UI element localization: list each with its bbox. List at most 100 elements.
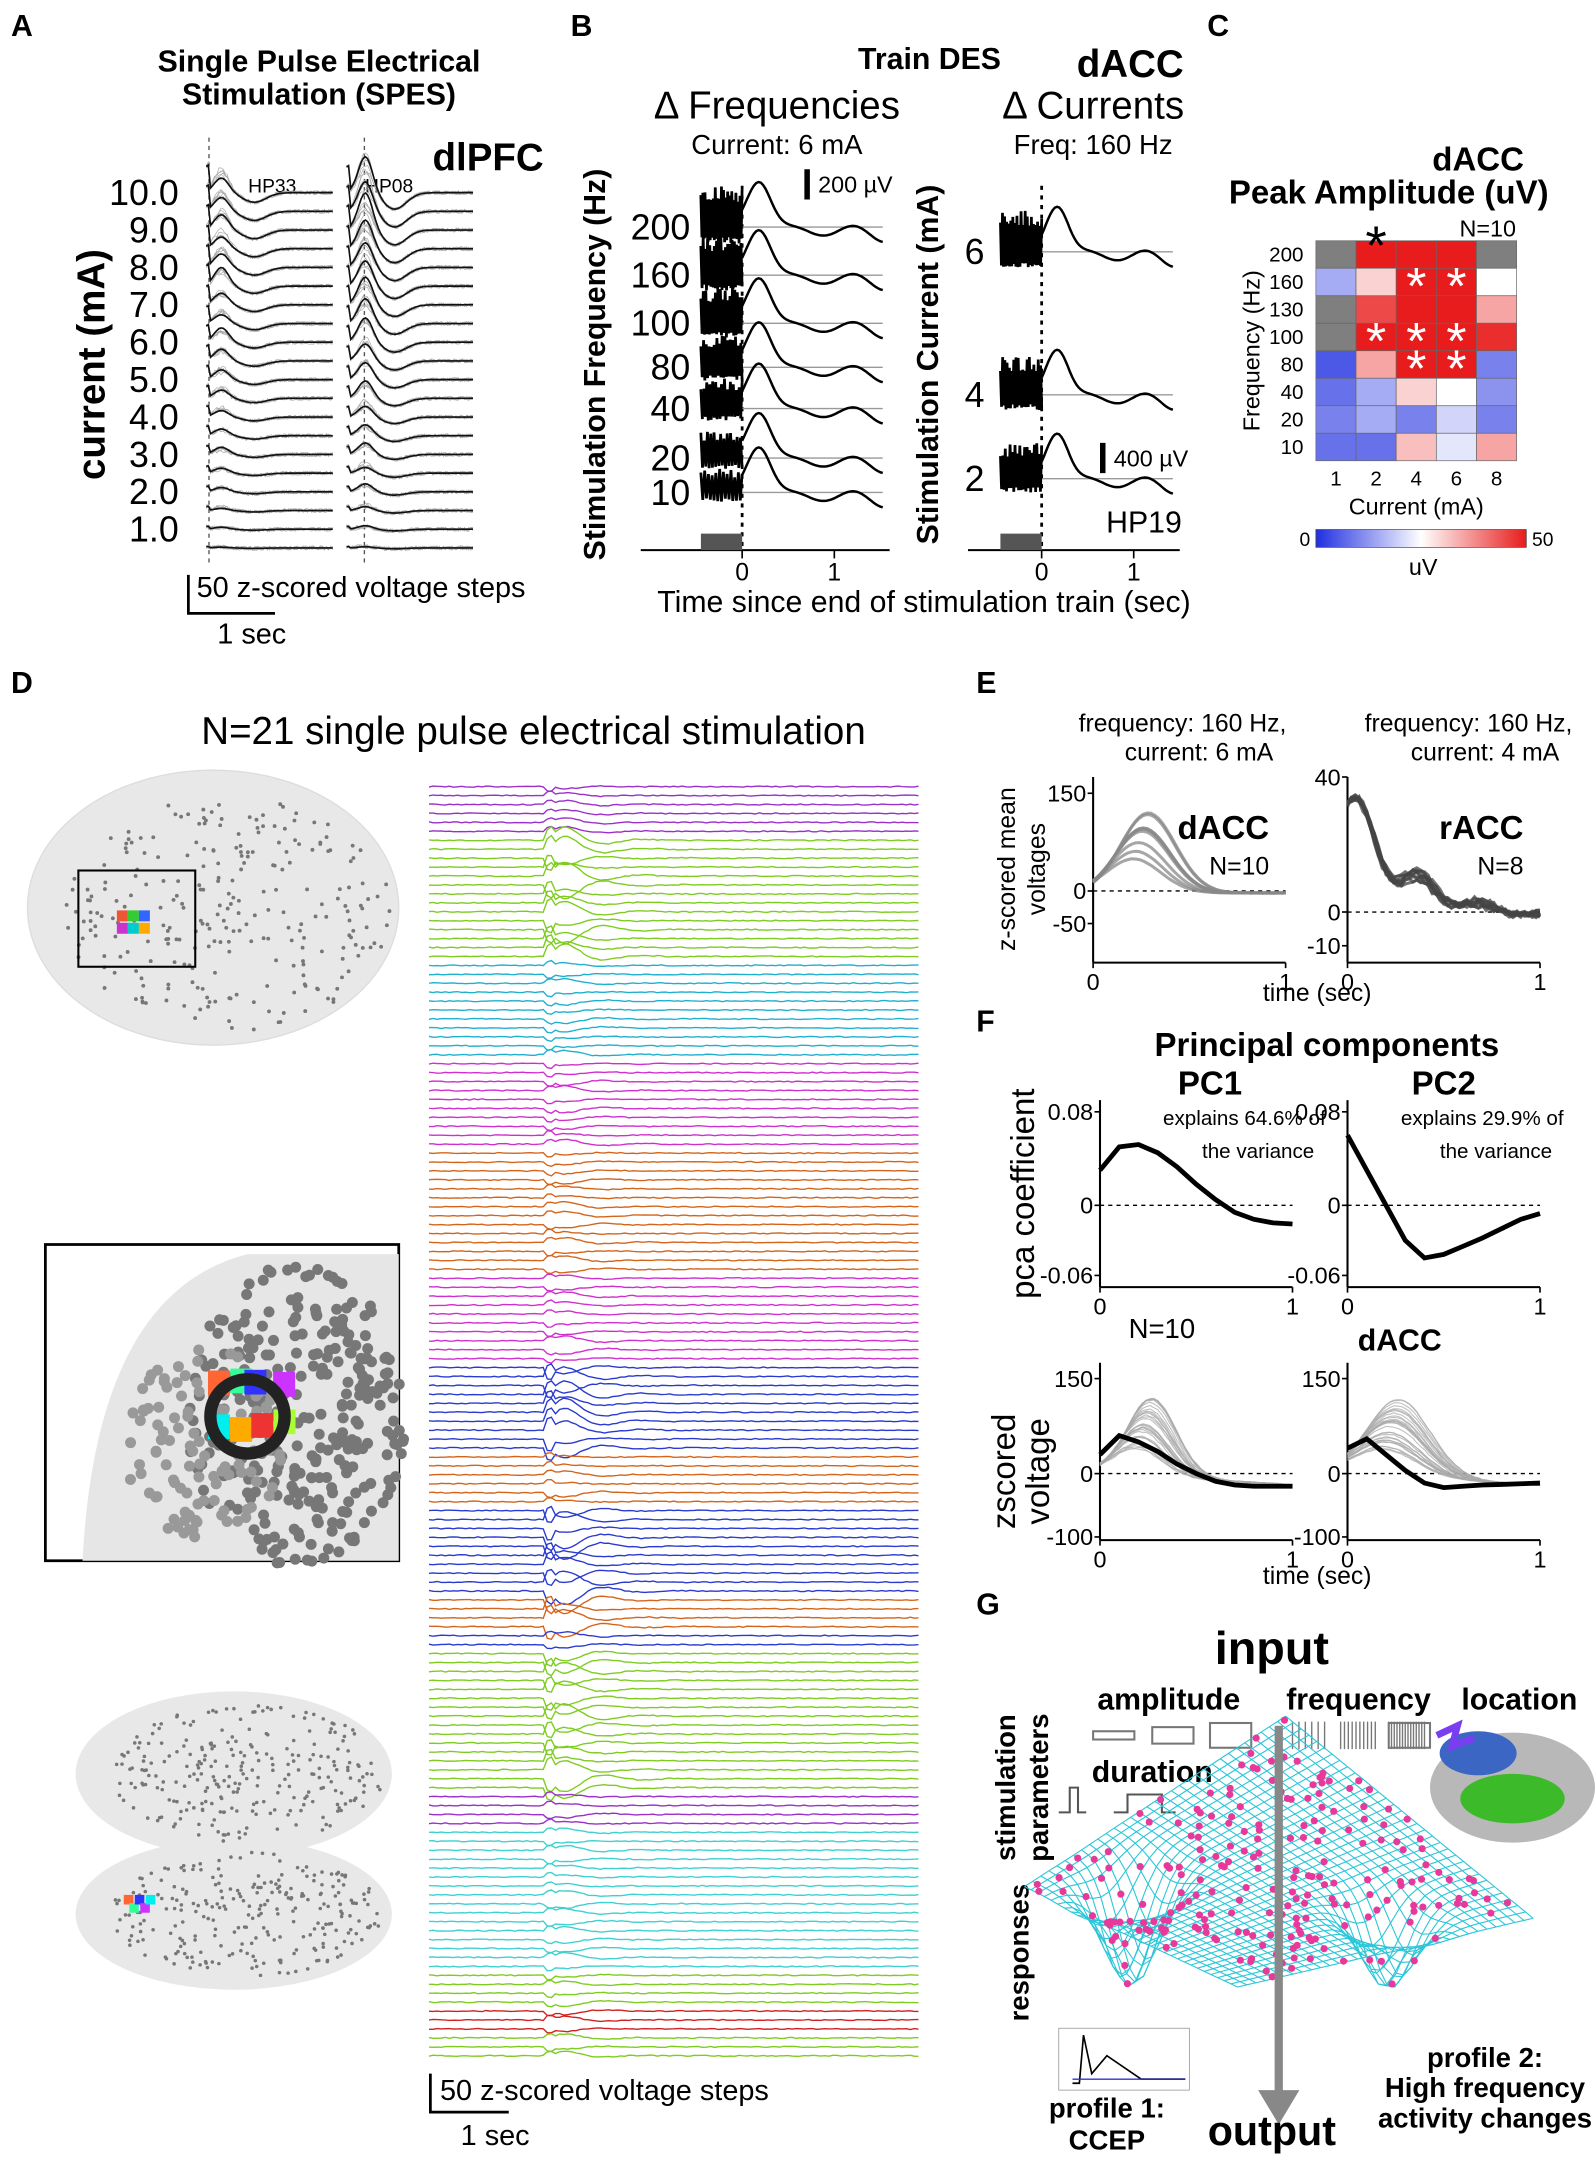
trace bbox=[428, 1925, 919, 1933]
y-tick-label: 100 bbox=[1269, 326, 1303, 349]
mesh-line bbox=[1097, 1838, 1321, 1969]
trace bbox=[428, 1756, 919, 1773]
trace bbox=[428, 1569, 919, 1587]
response-dot bbox=[1156, 1796, 1165, 1804]
electrode bbox=[378, 1787, 382, 1792]
trace bbox=[205, 284, 333, 313]
response-dot bbox=[1304, 1872, 1313, 1880]
trace bbox=[206, 505, 333, 513]
response-dot bbox=[1139, 1919, 1148, 1927]
electrode bbox=[243, 1832, 248, 1836]
electrode bbox=[352, 1732, 357, 1736]
y-tick-label: 0 bbox=[1073, 878, 1086, 904]
electrode bbox=[164, 1907, 169, 1911]
electrode bbox=[247, 1904, 252, 1908]
electrode bbox=[231, 1790, 236, 1794]
electrode bbox=[357, 1443, 369, 1455]
electrode bbox=[138, 1922, 143, 1926]
trace bbox=[428, 880, 919, 896]
electrode bbox=[294, 1948, 299, 1952]
empty-cell bbox=[1315, 240, 1357, 269]
electrode bbox=[127, 1938, 132, 1943]
electrode bbox=[108, 836, 113, 841]
electrode bbox=[171, 1824, 176, 1829]
trace bbox=[346, 294, 474, 337]
panel-letter: D bbox=[11, 667, 33, 700]
electrode bbox=[164, 937, 169, 942]
response-dot bbox=[1033, 1880, 1041, 1888]
electrode bbox=[346, 1749, 350, 1753]
electrode bbox=[211, 1708, 215, 1713]
electrode bbox=[263, 1490, 275, 1502]
panel-letter: C bbox=[1207, 10, 1229, 43]
mesh-line bbox=[1105, 1833, 1331, 1967]
response-dot bbox=[1343, 1901, 1351, 1909]
electrode bbox=[243, 1278, 255, 1290]
electrode bbox=[244, 1352, 256, 1364]
electrode bbox=[316, 987, 320, 992]
electrode bbox=[287, 1784, 292, 1789]
electrode bbox=[321, 1785, 326, 1790]
electrode bbox=[250, 850, 255, 854]
x-axis-label: time (sec) bbox=[1263, 1563, 1372, 1590]
electrode bbox=[240, 1760, 245, 1765]
electrode bbox=[183, 1524, 195, 1536]
electrode bbox=[311, 1348, 323, 1360]
electrode bbox=[234, 1739, 238, 1744]
electrode bbox=[142, 1402, 154, 1414]
response-dot bbox=[1240, 1827, 1248, 1836]
response-dot bbox=[1315, 1873, 1324, 1881]
electrode bbox=[372, 1922, 377, 1926]
electrode bbox=[99, 914, 104, 919]
response-dot bbox=[1373, 1906, 1381, 1914]
y-tick-label: -100 bbox=[1294, 1524, 1341, 1550]
electrode bbox=[197, 821, 202, 826]
electrode bbox=[182, 1744, 186, 1748]
electrode bbox=[155, 1434, 167, 1446]
electrode bbox=[218, 1505, 230, 1517]
electrode bbox=[164, 1435, 176, 1447]
electrode bbox=[174, 1780, 178, 1784]
electrode bbox=[74, 909, 78, 914]
response-dot bbox=[1090, 1855, 1098, 1863]
electrode bbox=[262, 1881, 267, 1885]
electrode bbox=[322, 1932, 327, 1937]
trace bbox=[429, 1299, 919, 1307]
electrode bbox=[321, 1351, 333, 1363]
electrode bbox=[326, 1525, 338, 1537]
response-dot bbox=[1445, 1876, 1453, 1884]
y-tick-label: -50 bbox=[1052, 911, 1086, 937]
response-dot bbox=[1314, 1837, 1322, 1845]
electrode bbox=[286, 1896, 291, 1900]
trace bbox=[346, 361, 473, 389]
electrode bbox=[326, 1755, 330, 1759]
electrode bbox=[205, 922, 210, 927]
electrode bbox=[299, 922, 304, 927]
electrode bbox=[143, 1953, 147, 1957]
electrode bbox=[252, 1882, 257, 1887]
electrode bbox=[230, 1735, 235, 1739]
electrode bbox=[251, 1000, 256, 1005]
electrode bbox=[324, 835, 329, 840]
electrode bbox=[268, 1811, 273, 1816]
electrode bbox=[205, 995, 210, 1000]
trace bbox=[346, 483, 473, 496]
electrode bbox=[292, 1795, 296, 1800]
electrode bbox=[135, 1735, 139, 1739]
x-tick-label: 1 bbox=[1286, 1547, 1299, 1573]
trace bbox=[428, 1106, 919, 1114]
electrode bbox=[278, 1859, 282, 1863]
electrode bbox=[275, 1454, 287, 1466]
electrode bbox=[118, 1781, 122, 1786]
response-dot bbox=[1235, 1896, 1244, 1904]
electrode bbox=[303, 1009, 308, 1014]
response-dot bbox=[1198, 1856, 1207, 1864]
trace bbox=[429, 1267, 919, 1275]
electrode bbox=[143, 1889, 148, 1894]
trace bbox=[206, 444, 333, 460]
trace bbox=[428, 1044, 919, 1051]
x-tick-label: 0 bbox=[1094, 1294, 1107, 1320]
response-dot bbox=[1393, 1838, 1401, 1846]
response-dot bbox=[1259, 1941, 1267, 1949]
electrode bbox=[225, 906, 230, 911]
